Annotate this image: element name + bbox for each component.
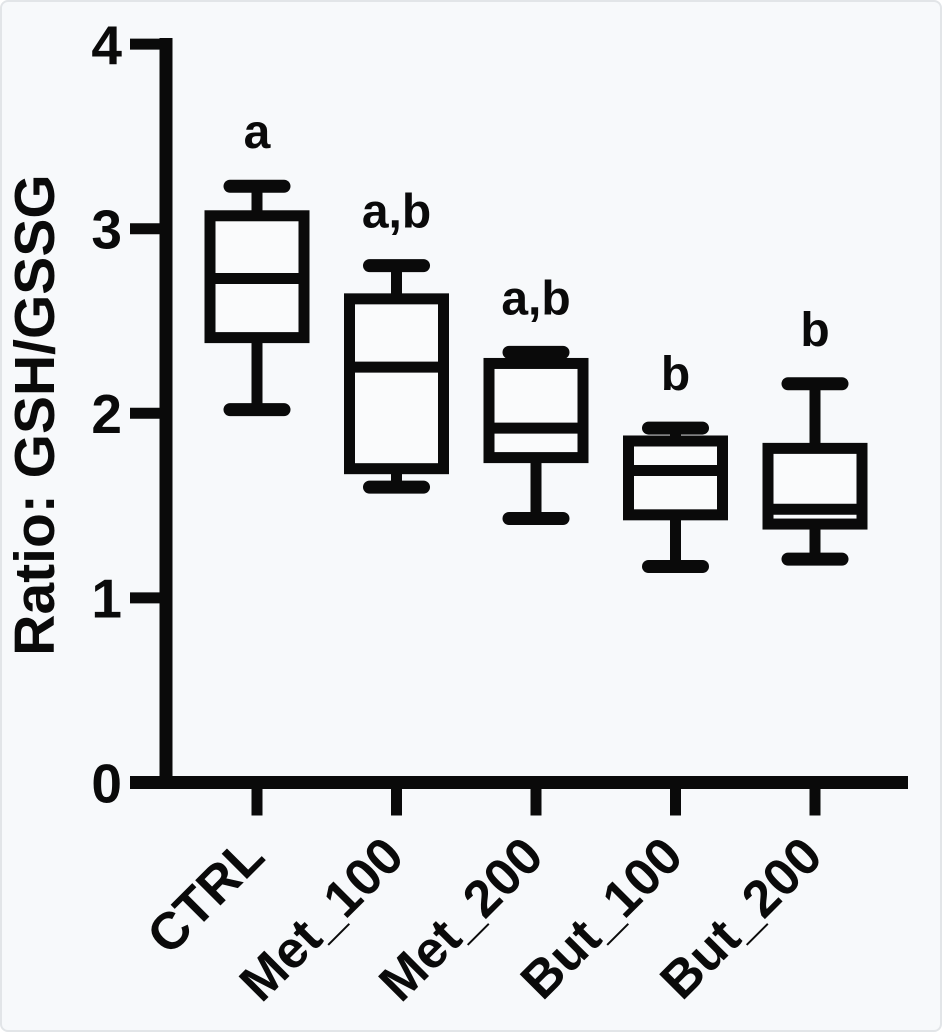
annotation-Met_200: a,b — [501, 272, 570, 325]
annotation-But_100: b — [661, 348, 690, 401]
annotation-CTRL: a — [244, 106, 271, 159]
annotation-Met_100: a,b — [362, 186, 431, 239]
y-tick-label: 2 — [91, 383, 122, 445]
box-Met_100 — [344, 293, 449, 475]
y-tick-label: 3 — [91, 199, 122, 261]
box-Met_200 — [483, 357, 589, 464]
y-tick-label: 0 — [91, 752, 122, 814]
y-tick-label: 4 — [91, 14, 122, 76]
annotation-But_200: b — [800, 304, 829, 357]
y-tick-label: 1 — [91, 568, 122, 630]
box-But_100 — [623, 435, 728, 521]
